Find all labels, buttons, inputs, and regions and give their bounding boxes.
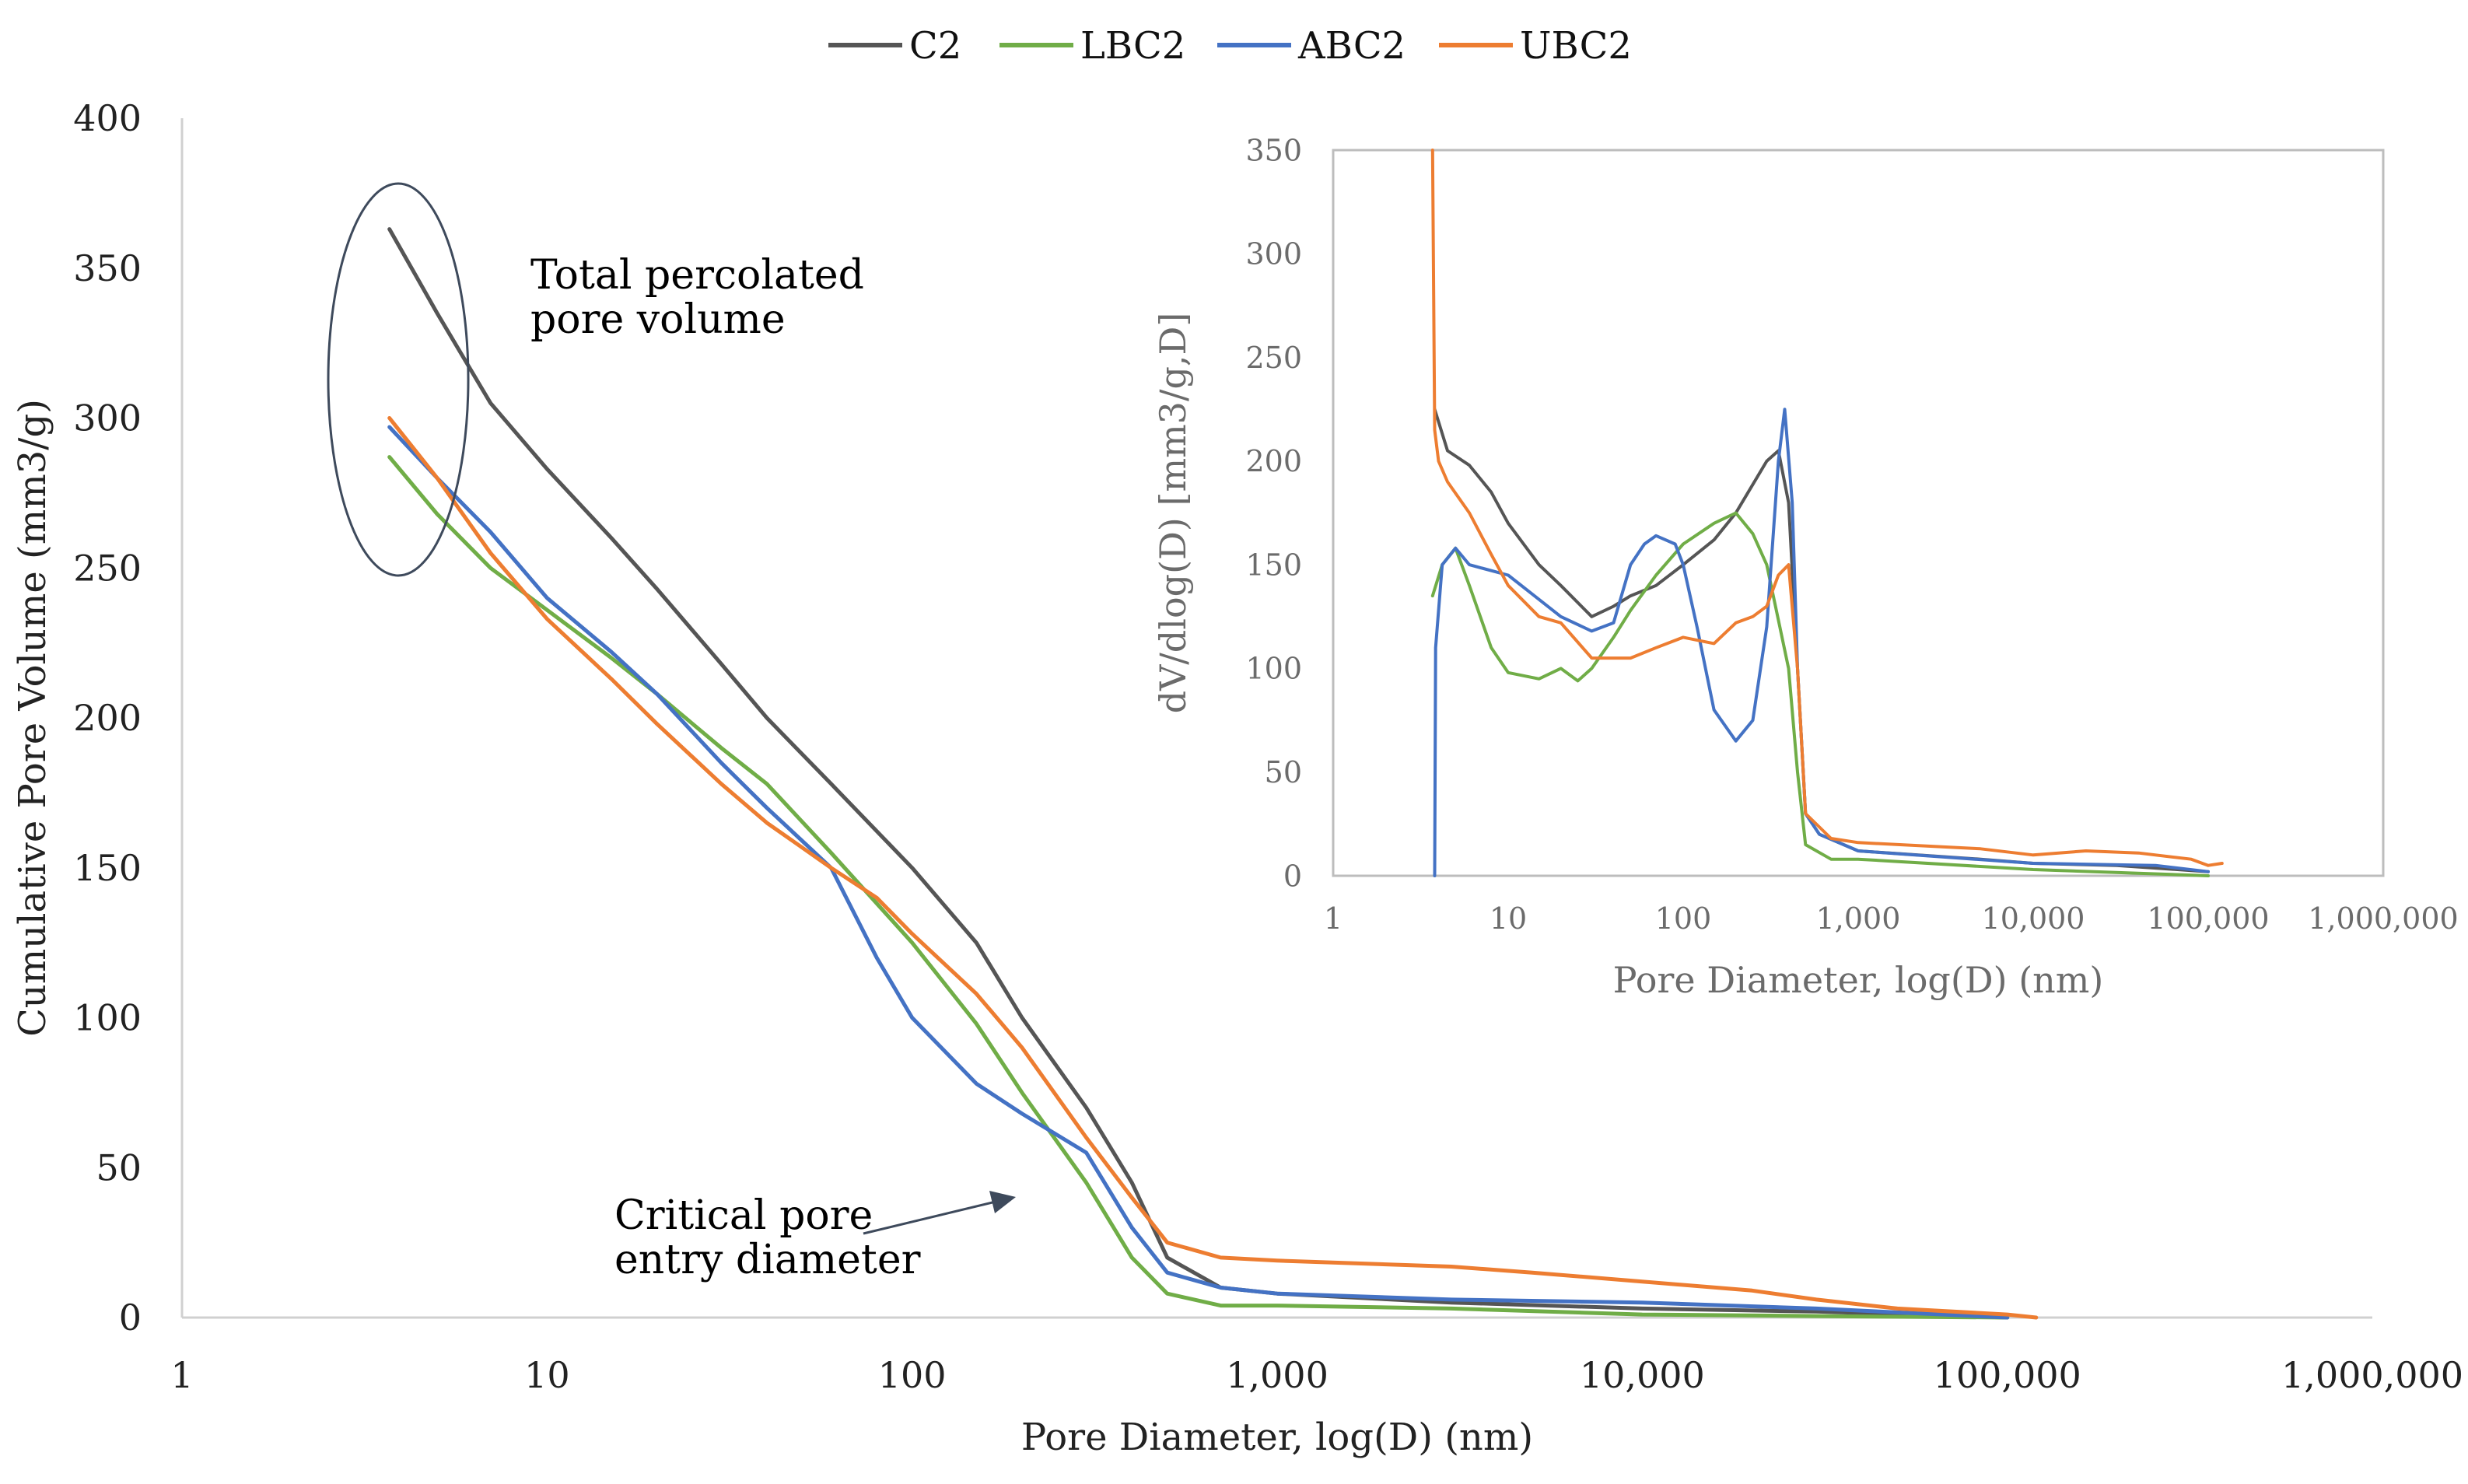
inset-series-ubc2 (1430, 149, 2224, 867)
inset-y-tick-label: 350 (1245, 133, 1302, 167)
main-x-tick-label: 1,000 (1226, 1354, 1329, 1396)
main-series-c2 (387, 227, 2010, 1320)
main-series-lbc2 (387, 455, 2010, 1320)
main-x-tick-label: 1 (170, 1354, 193, 1396)
main-y-tick-label: 400 (73, 97, 142, 139)
inset-y-tick-label: 150 (1245, 548, 1302, 582)
inset-y-axis-title: dV/dlog(D) [mm3/g,D] (1152, 313, 1194, 714)
inset-x-tick-label: 1,000 (1816, 901, 1901, 936)
main-y-tick-label: 0 (119, 1297, 142, 1339)
inset-x-tick-label: 10,000 (1982, 901, 2085, 936)
inset-chart-axes: 0 50 100 150 200 250 300 350 1 10 100 1,000 10,000 10… (1152, 133, 2459, 1001)
main-series-ubc2 (387, 416, 2039, 1320)
inset-y-tick-label: 250 (1245, 341, 1302, 375)
main-x-tick-label: 10,000 (1580, 1354, 1705, 1396)
inset-x-tick-label: 1 (1324, 901, 1343, 936)
main-y-tick-label: 200 (73, 697, 142, 739)
inset-series-lbc2 (1430, 511, 2210, 877)
legend-label-ubc2: UBC2 (1520, 24, 1632, 68)
inset-x-tick-label: 100 (1655, 901, 1712, 936)
inset-y-tick-label: 50 (1265, 755, 1302, 789)
legend-label-lbc2: LBC2 (1080, 24, 1185, 68)
annotation-critical-arrowhead (989, 1191, 1016, 1213)
main-y-tick-label: 50 (96, 1146, 142, 1188)
main-series-abc2 (387, 425, 2010, 1320)
annotation-total-line2: pore volume (530, 296, 786, 343)
annotation-critical-line2: entry diameter (614, 1237, 921, 1283)
main-y-tick-label: 350 (73, 247, 142, 289)
inset-plot-frame (1332, 149, 2385, 877)
main-y-tick-label: 250 (73, 547, 142, 589)
main-x-tick-label: 10 (524, 1354, 570, 1396)
inset-x-tick-label: 10 (1490, 901, 1527, 936)
legend: C2 LBC2 ABC2 UBC2 (828, 24, 1632, 68)
legend-label-abc2: ABC2 (1297, 24, 1406, 68)
main-x-tick-label: 100,000 (1934, 1354, 2081, 1396)
main-y-tick-label: 100 (73, 997, 142, 1039)
main-x-axis-title: Pore Diameter, log(D) (nm) (1021, 1416, 1533, 1459)
main-y-tick-label: 150 (73, 847, 142, 889)
inset-chart-series (1430, 149, 2224, 877)
annotation-critical-arrow (863, 1200, 996, 1235)
annotation-critical-line1: Critical pore (614, 1192, 873, 1239)
inset-y-tick-label: 200 (1245, 444, 1302, 478)
main-x-tick-label: 1,000,000 (2281, 1354, 2463, 1396)
inset-y-tick-label: 100 (1245, 652, 1302, 686)
inset-x-tick-label: 1,000,000 (2308, 901, 2458, 936)
inset-series-abc2 (1433, 408, 2210, 877)
inset-x-tick-label: 100,000 (2147, 901, 2269, 936)
main-x-tick-label: 100 (878, 1354, 947, 1396)
main-chart-series (387, 227, 2039, 1320)
main-y-tick-label: 300 (73, 397, 142, 439)
inset-y-tick-label: 0 (1283, 859, 1302, 893)
inset-y-tick-label: 300 (1245, 237, 1302, 271)
inset-x-axis-title: Pore Diameter, log(D) (nm) (1613, 959, 2104, 1001)
main-y-axis-title: Cumulative Pore Volume (mm3/g) (11, 399, 54, 1037)
annotation-total-line1: Total percolated (530, 252, 864, 299)
total-pore-volume-ellipse (327, 182, 470, 577)
legend-label-c2: C2 (909, 24, 961, 68)
